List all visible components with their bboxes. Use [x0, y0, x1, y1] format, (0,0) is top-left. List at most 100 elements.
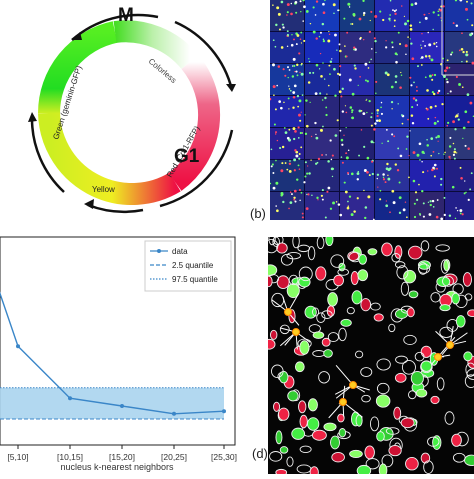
tile-speck [467, 93, 470, 96]
nucleus [278, 408, 288, 420]
tile-speck [377, 178, 378, 179]
tile-speck [299, 99, 302, 102]
tile-speck [399, 86, 402, 89]
tile-speck [310, 23, 311, 24]
tile-speck [471, 2, 473, 4]
tile-speck [385, 46, 387, 48]
tile-speck [406, 135, 408, 137]
tile-speck [389, 14, 391, 16]
tile-speck [365, 79, 367, 81]
tile-speck [438, 14, 440, 16]
tile-speck [289, 170, 292, 173]
tile-speck [275, 108, 277, 110]
tile-speck [315, 92, 318, 95]
tile-speck [325, 154, 326, 155]
tile-speck [293, 58, 296, 61]
nucleus [407, 308, 414, 317]
nucleus [276, 469, 287, 474]
tile-speck [438, 153, 439, 154]
tile-speck [365, 206, 368, 209]
tile-speck [366, 171, 369, 174]
tile-speck [276, 6, 279, 9]
tile-speck [389, 167, 391, 169]
tile-speck [397, 147, 399, 149]
tile-speck [438, 90, 440, 92]
tile-speck [324, 97, 326, 99]
tile-speck [465, 145, 467, 147]
tile-speck [378, 119, 381, 122]
tile-speck [427, 32, 429, 34]
tile-speck [428, 55, 430, 57]
tile-speck [320, 53, 321, 54]
chart-svg: [5,10][10,15][15,20][20,25][25,30] nucle… [0, 232, 245, 474]
tile-speck [380, 190, 382, 192]
tile-speck [416, 86, 418, 88]
tile-block [445, 160, 474, 191]
tile-speck [308, 172, 310, 174]
tile-speck [423, 216, 425, 218]
nucleus [416, 389, 426, 397]
tile-speck [406, 216, 408, 218]
tile-speck [298, 52, 300, 54]
tile-speck [305, 99, 307, 101]
nucleus [406, 457, 419, 469]
tile-speck [376, 119, 378, 121]
tile-speck [455, 218, 456, 219]
tile-speck [292, 107, 294, 109]
tile-speck [464, 110, 467, 113]
nucleus [287, 457, 293, 466]
tile-speck [315, 163, 317, 165]
tile-speck [463, 127, 466, 130]
tile-speck [430, 204, 432, 206]
tile-speck [303, 5, 306, 8]
nucleus [452, 293, 460, 304]
tile-speck [327, 40, 330, 43]
tile-speck [288, 97, 290, 99]
nucleus [277, 243, 288, 253]
tile-speck [293, 38, 295, 40]
tile-speck [430, 106, 433, 109]
nucleus [408, 246, 422, 259]
tile-block [375, 128, 409, 159]
nucleus [382, 243, 393, 256]
tile-speck [404, 16, 405, 17]
tile-speck [391, 133, 393, 135]
tile-speck [363, 12, 365, 14]
tile-speck [425, 55, 426, 56]
hub-nucleus [293, 329, 300, 336]
tile-speck [312, 72, 314, 74]
tile-speck [294, 169, 296, 171]
tile-speck [278, 100, 281, 103]
tile-speck [380, 106, 382, 108]
tile-speck [352, 93, 355, 96]
tile-speck [395, 52, 398, 55]
nucleus [468, 310, 474, 317]
tile-block [340, 128, 374, 159]
tile-speck [400, 155, 403, 158]
tile-speck [375, 93, 376, 94]
nucleus [465, 294, 472, 300]
tile-speck [336, 201, 337, 202]
tile-speck [440, 178, 442, 180]
arrowhead-bottom [84, 199, 94, 209]
tile-speck [284, 75, 286, 77]
tile-speck [416, 199, 418, 201]
nucleus [339, 328, 347, 340]
tile-speck [333, 68, 336, 71]
nucleus [287, 252, 301, 258]
tile-speck [345, 152, 347, 154]
tile-speck [351, 213, 354, 216]
tile-speck [395, 61, 398, 64]
tile-speck [421, 47, 422, 48]
tile-speck [287, 137, 290, 140]
tile-speck [374, 37, 376, 39]
tile-speck [315, 134, 316, 135]
tile-speck [359, 38, 361, 40]
tile-speck [454, 148, 456, 150]
tile-block [375, 160, 409, 191]
tile-speck [377, 112, 379, 114]
tile-speck [366, 100, 367, 101]
tile-speck [287, 3, 290, 6]
tile-speck [399, 43, 401, 45]
nucleus [326, 237, 333, 246]
